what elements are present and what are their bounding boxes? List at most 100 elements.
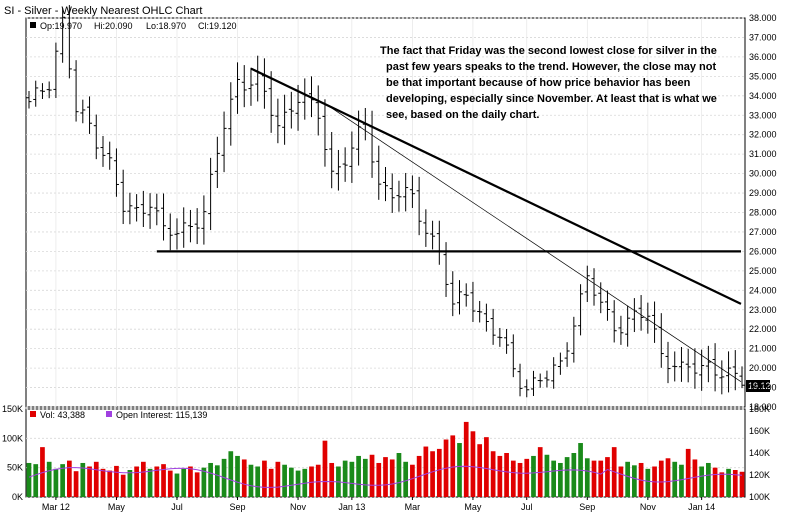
price-tick-label: 38.000 <box>749 13 777 23</box>
ohlc-bar <box>66 5 72 79</box>
ohlc-bar <box>537 373 543 388</box>
volume-bar <box>706 462 711 497</box>
volume-bar <box>732 470 738 497</box>
volume-bar <box>517 462 523 497</box>
ohlc-bar <box>322 99 328 167</box>
ohlc-bar <box>685 348 691 383</box>
volume-bar <box>188 466 193 497</box>
ohlc-bar <box>483 303 489 332</box>
volume-axis: 150K 100K 50K 0K <box>2 404 23 502</box>
volume-bar <box>470 431 476 497</box>
volume-bar <box>645 468 651 497</box>
ohlc-bar <box>430 220 436 250</box>
time-tick-label: Nov <box>290 502 307 512</box>
volume-tick-label: 150K <box>2 404 23 414</box>
volume-bar <box>672 461 678 497</box>
ohlc-bar <box>409 175 415 208</box>
ohlc-bar <box>383 167 388 202</box>
ohlc-bar <box>208 157 214 231</box>
time-tick-label: Jul <box>171 502 183 512</box>
volume-bar <box>315 464 321 497</box>
ohlc-bar <box>147 193 153 229</box>
ohlc-bar <box>235 62 241 114</box>
volume-bar <box>430 451 435 497</box>
volume-bar <box>322 440 328 497</box>
price-tick-label: 24.000 <box>749 285 777 295</box>
volume-bar <box>181 468 187 497</box>
ohlc-bar <box>732 350 738 391</box>
volume-bar <box>692 459 698 497</box>
volume-bar <box>282 464 287 497</box>
ohlc-bar <box>194 208 200 245</box>
ohlc-bar <box>161 193 167 241</box>
ohlc-bar <box>477 300 483 323</box>
volume-bar <box>376 462 382 497</box>
ohlc-bar <box>719 360 725 395</box>
ohlc-bar <box>678 346 684 382</box>
open-interest-axis: 180K 160K 140K 120K 100K <box>749 404 770 502</box>
trendline-thin <box>324 103 742 383</box>
volume-bar <box>658 460 664 497</box>
volume-bar <box>477 444 483 497</box>
volume-bar <box>93 461 99 497</box>
open-interest-line <box>28 465 743 488</box>
ohlc-bar <box>584 265 590 302</box>
volume-bar <box>362 458 368 497</box>
price-tick-label: 33.000 <box>749 110 777 120</box>
ohlc-bar <box>342 147 348 182</box>
volume-bar <box>383 457 388 497</box>
volume-bar <box>80 462 86 497</box>
ohlc-bar <box>295 84 301 131</box>
ohlc-bar <box>167 213 173 251</box>
time-tick-label: May <box>108 502 126 512</box>
price-tick-label: 37.000 <box>749 32 777 42</box>
volume-bar <box>571 453 577 497</box>
ohlc-bar <box>645 302 651 334</box>
volume-bar <box>214 465 220 497</box>
ohlc-bar <box>315 85 321 136</box>
oi-legend-swatch <box>106 411 112 417</box>
ohlc-bar <box>611 300 617 343</box>
ohlc-bar <box>120 169 126 225</box>
price-tick-label: 29.000 <box>749 188 777 198</box>
ohlc-bar <box>571 316 577 363</box>
ohlc-bar <box>564 342 570 367</box>
volume-bar <box>201 467 207 497</box>
volume-bar <box>46 461 52 497</box>
volume-bar <box>194 472 200 497</box>
volume-bar <box>591 460 597 497</box>
volume-bar <box>288 467 294 497</box>
ohlc-bar <box>329 131 335 189</box>
volume-bar <box>719 472 725 497</box>
price-tick-label: 18.000 <box>749 402 777 412</box>
price-tick-label: 35.000 <box>749 71 777 81</box>
volume-bar <box>255 466 261 497</box>
ohlc-bar <box>107 141 113 170</box>
ohlc-legend-close: Cl:19.120 <box>198 21 237 31</box>
volume-bar <box>147 468 153 497</box>
ohlc-bar <box>557 352 563 375</box>
volume-bar <box>598 460 604 497</box>
ohlc-bar <box>228 82 234 146</box>
ohlc-bar <box>652 301 658 343</box>
ohlc-bar <box>53 42 59 98</box>
ohlc-bar <box>416 176 422 236</box>
open-interest-tick-label: 120K <box>749 470 770 480</box>
time-axis: Mar 12 May Jul Sep Nov Jan 13 Mar May Jul Sep Nov J… <box>42 497 715 512</box>
volume-bar <box>262 460 267 497</box>
price-axis: 38.000 37.000 36.000 35.000 34.000 33.000 32.0… <box>749 13 777 412</box>
ohlc-bar <box>598 282 604 314</box>
price-panel <box>25 17 746 408</box>
ohlc-bar <box>423 209 429 247</box>
volume-bar <box>484 437 489 497</box>
price-tick-label: 36.000 <box>749 52 777 62</box>
volume-bar <box>396 453 402 497</box>
time-tick-label: Jan 13 <box>338 502 365 512</box>
price-tick-label: 19.000 <box>749 383 777 393</box>
volume-bar <box>329 462 335 497</box>
ohlc-bar <box>504 328 510 354</box>
ohlc-legend-swatch <box>30 22 36 28</box>
ohlc-bar <box>288 91 294 129</box>
volume-series <box>26 421 745 497</box>
volume-bar <box>699 466 704 497</box>
